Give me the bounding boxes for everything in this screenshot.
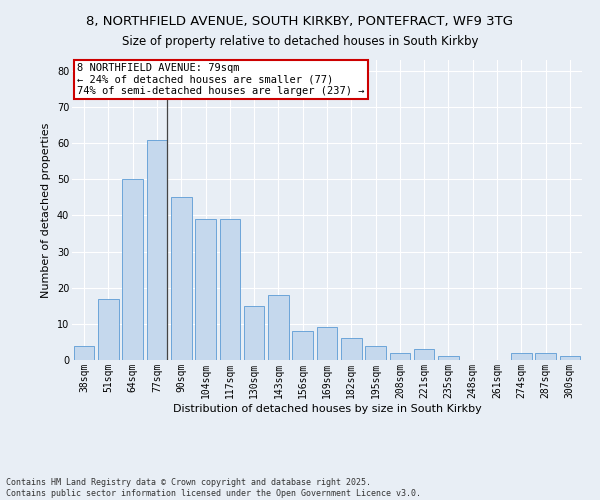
Text: 8, NORTHFIELD AVENUE, SOUTH KIRKBY, PONTEFRACT, WF9 3TG: 8, NORTHFIELD AVENUE, SOUTH KIRKBY, PONT…: [86, 15, 514, 28]
Bar: [292, 331, 313, 360]
Bar: [438, 356, 459, 360]
Text: Size of property relative to detached houses in South Kirkby: Size of property relative to detached ho…: [122, 35, 478, 48]
Bar: [122, 180, 143, 360]
Bar: [414, 349, 434, 360]
Bar: [341, 338, 362, 360]
Text: 8 NORTHFIELD AVENUE: 79sqm
← 24% of detached houses are smaller (77)
74% of semi: 8 NORTHFIELD AVENUE: 79sqm ← 24% of deta…: [77, 63, 365, 96]
Bar: [560, 356, 580, 360]
Bar: [268, 295, 289, 360]
Bar: [511, 353, 532, 360]
Bar: [317, 328, 337, 360]
X-axis label: Distribution of detached houses by size in South Kirkby: Distribution of detached houses by size …: [173, 404, 481, 413]
Text: Contains HM Land Registry data © Crown copyright and database right 2025.
Contai: Contains HM Land Registry data © Crown c…: [6, 478, 421, 498]
Bar: [389, 353, 410, 360]
Bar: [220, 219, 240, 360]
Bar: [535, 353, 556, 360]
Bar: [74, 346, 94, 360]
Bar: [171, 198, 191, 360]
Bar: [365, 346, 386, 360]
Bar: [244, 306, 265, 360]
Y-axis label: Number of detached properties: Number of detached properties: [41, 122, 51, 298]
Bar: [195, 219, 216, 360]
Bar: [98, 298, 119, 360]
Bar: [146, 140, 167, 360]
